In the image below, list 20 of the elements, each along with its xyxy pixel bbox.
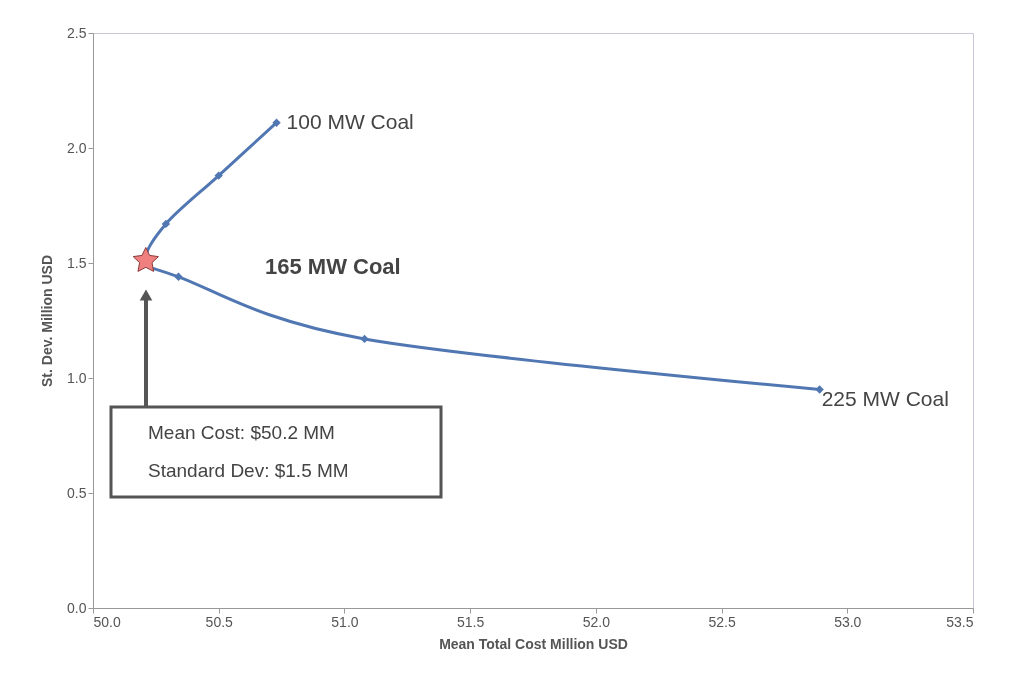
y-axis-title: St. Dev. Million USD	[39, 255, 56, 387]
x-tick-label: 52.5	[708, 613, 736, 630]
annotation: Mean Cost: $50.2 MM Standard Dev: $1.5 MM	[148, 422, 349, 481]
y-tick-label: 1.5	[67, 254, 87, 271]
x-tick-label: 51.0	[331, 613, 359, 630]
x-tick-label: 51.5	[457, 613, 485, 630]
x-tick-label: 52.0	[582, 613, 611, 630]
annotation: 225 MW Coal	[821, 386, 949, 410]
x-tick-label: 53.0	[834, 613, 862, 630]
y-tick-label: 0.5	[67, 484, 87, 501]
x-tick-label: 53.5	[946, 613, 974, 630]
y-tick-label: 2.0	[67, 139, 87, 156]
y-tick-label: 0.0	[67, 599, 87, 616]
annotation: 165 MW Coal	[265, 254, 401, 279]
x-axis-title: Mean Total Cost Million USD	[439, 635, 628, 652]
x-tick-label: 50.5	[205, 613, 234, 630]
y-tick-label: 1.0	[67, 369, 87, 386]
x-tick-label: 50.0	[93, 613, 121, 630]
annotation: 100 MW Coal	[286, 109, 414, 133]
y-tick-label: 2.5	[67, 24, 87, 41]
